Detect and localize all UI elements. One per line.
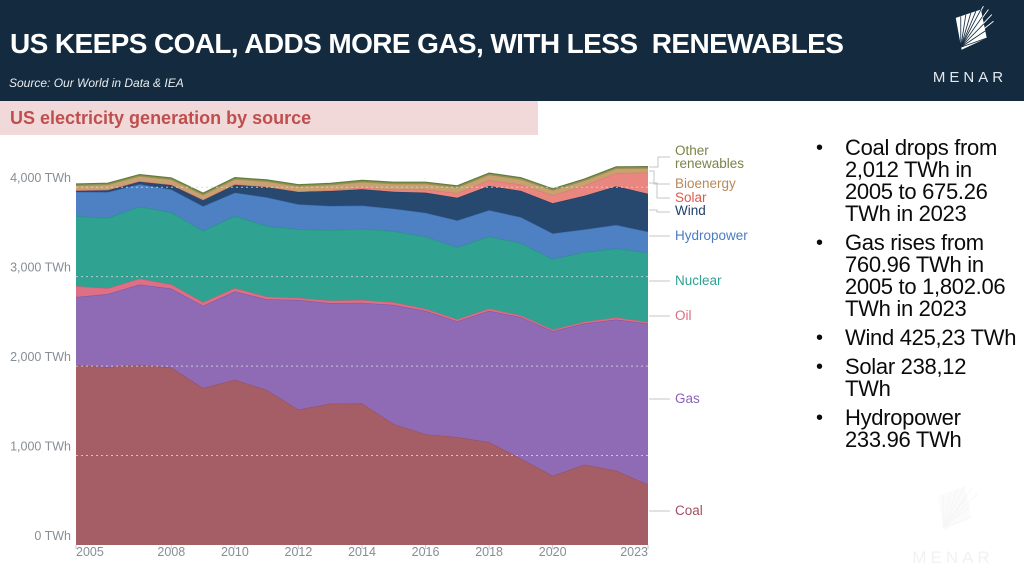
x-axis-tick-label: 2008 [157, 545, 185, 559]
area-coal [76, 364, 648, 545]
brand-logo: MENAR [928, 5, 1012, 86]
bullet-icon: • [816, 407, 824, 429]
bullet-text-hydropower: Hydropower 233.96 TWh [845, 405, 962, 452]
bullet-icon: • [816, 137, 824, 159]
list-item: • Coal drops from 2,012 TWh in 2005 to 6… [816, 137, 1022, 225]
watermark-name: MENAR [912, 548, 994, 567]
bullet-icon: • [816, 232, 824, 254]
area-bioenergy [76, 168, 648, 200]
bullet-icon: • [816, 356, 824, 378]
x-axis-tick-label: 2010 [221, 545, 249, 559]
y-axis-tick-label: 2,000 TWh [10, 350, 71, 364]
stacked-area-chart: 0 TWh 1,000 TWh 2,000 TWh 3,000 TWh 4,000 TW… [10, 156, 670, 559]
chart-subtitle-band: US electricity generation by source [0, 101, 538, 135]
bullet-text-solar: Solar 238,12 TWh [845, 354, 967, 401]
x-axis-tick-label: 2005 [76, 545, 104, 559]
menar-logo-icon [944, 5, 996, 65]
bullet-text-coal: Coal drops from 2,012 TWh in 2005 to 675… [845, 135, 998, 226]
x-axis-tick-label: 2018 [475, 545, 503, 559]
y-axis-tick-label: 4,000 TWh [10, 171, 71, 185]
bullet-text-wind: Wind 425,23 TWh [845, 325, 1017, 350]
x-axis-tick-label: 2012 [285, 545, 313, 559]
bullet-text-gas: Gas rises from 760.96 TWh in 2005 to 1,8… [845, 230, 1006, 321]
chart-subtitle: US electricity generation by source [10, 108, 312, 128]
slide-title: US KEEPS COAL, ADDS MORE GAS, WITH LESS … [10, 28, 844, 59]
header-bar: US KEEPS COAL, ADDS MORE GAS, WITH LESS … [0, 0, 1024, 101]
list-item: • Hydropower 233.96 TWh [816, 407, 1022, 451]
area-gas [76, 284, 648, 485]
y-axis-tick-label: 1,000 TWh [10, 440, 71, 454]
key-points-list: • Coal drops from 2,012 TWh in 2005 to 6… [816, 137, 1022, 458]
area-nuclear [76, 206, 648, 330]
brand-name: MENAR [932, 69, 1008, 86]
watermark: MENAR [898, 483, 1008, 568]
y-axis-tick-label: 0 TWh [34, 529, 71, 543]
legend-connector-bioenergy [649, 170, 670, 185]
area-wind [76, 181, 648, 234]
area-oil [76, 278, 648, 332]
chart-area: 0 TWh 1,000 TWh 2,000 TWh 3,000 TWh 4,000 TW… [0, 140, 760, 576]
area-hydropower [76, 184, 648, 259]
x-axis-tick-label: 2023 [620, 545, 648, 559]
x-axis-tick-label: 2016 [412, 545, 440, 559]
list-item: • Gas rises from 760.96 TWh in 2005 to 1… [816, 232, 1022, 320]
legend-connector-solar [649, 182, 670, 199]
legend-connector-wind [649, 209, 670, 213]
area-edge-other_renewables [75, 166, 649, 194]
legend-connector-other_renewables [649, 156, 670, 168]
menar-watermark-icon [925, 483, 981, 546]
list-item: • Wind 425,23 TWh [816, 325, 1022, 350]
source-note: Source: Our World in Data & IEA [9, 76, 184, 90]
y-axis-tick-label: 3,000 TWh [10, 261, 71, 275]
x-axis-tick-label: 2014 [348, 545, 376, 559]
x-axis-tick-label: 2020 [539, 545, 567, 559]
bullet-icon: • [816, 327, 824, 349]
list-item: • Solar 238,12 TWh [816, 356, 1022, 400]
